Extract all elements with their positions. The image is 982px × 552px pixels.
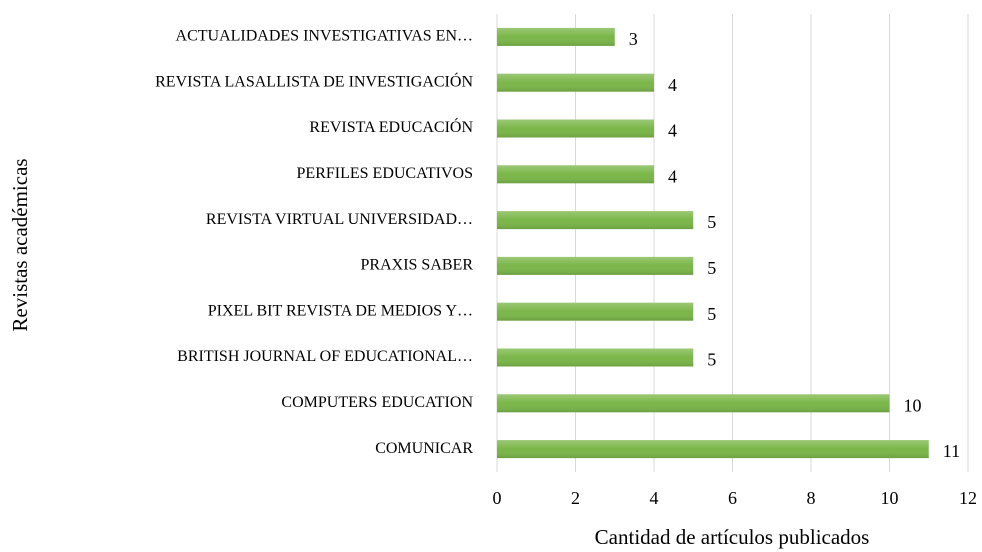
data-label: 10 [904, 395, 922, 415]
bar-shade [497, 211, 694, 230]
y-axis-title: Revistas académicas [8, 158, 32, 331]
data-label: 4 [668, 121, 677, 141]
bar-shade [497, 348, 694, 367]
bar-shade [497, 27, 615, 46]
x-tick-label: 6 [728, 488, 737, 508]
bar-shade [497, 256, 694, 275]
y-tick-label: ACTUALIDADES INVESTIGATIVAS EN… [176, 28, 473, 45]
bar-shade [497, 165, 654, 184]
y-tick-label: PERFILES EDUCATIVOS [297, 165, 473, 182]
data-label: 5 [707, 304, 716, 324]
data-label: 5 [707, 258, 716, 278]
y-tick-label: REVISTA EDUCACIÓN [309, 117, 473, 136]
data-label: 4 [668, 75, 677, 95]
y-tick-label: REVISTA LASALLISTA DE INVESTIGACIÓN [155, 71, 473, 90]
bar-shade [497, 394, 890, 413]
y-tick-label: PIXEL BIT REVISTA DE MEDIOS Y… [208, 302, 473, 319]
bar-shade [497, 440, 929, 459]
x-tick-label: 8 [807, 488, 816, 508]
data-label: 5 [707, 212, 716, 232]
y-tick-label: PRAXIS SABER [361, 257, 474, 274]
y-tick-label: REVISTA VIRTUAL UNIVERSIDAD… [206, 211, 473, 228]
data-label: 5 [707, 350, 716, 370]
x-tick-label: 4 [650, 488, 659, 508]
x-axis-title: Cantidad de artículos publicados [595, 525, 870, 549]
y-tick-label: BRITISH JOURNAL OF EDUCATIONAL… [177, 348, 473, 365]
x-tick-label: 12 [959, 488, 977, 508]
y-tick-label: COMUNICAR [375, 440, 473, 457]
data-label: 4 [668, 166, 677, 186]
x-tick-label: 10 [881, 488, 899, 508]
bar-shade [497, 302, 694, 321]
x-tick-label: 2 [571, 488, 580, 508]
data-label: 3 [629, 29, 638, 49]
bar-shade [497, 119, 654, 138]
y-tick-label: COMPUTERS EDUCATION [281, 394, 473, 411]
data-label: 11 [943, 441, 960, 461]
bar-shade [497, 73, 654, 92]
x-tick-label: 0 [493, 488, 502, 508]
